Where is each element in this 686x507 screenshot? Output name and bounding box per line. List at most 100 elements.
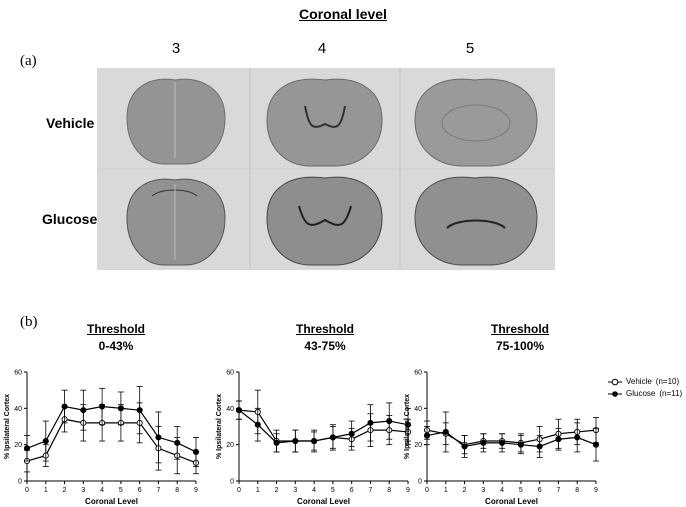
data-point bbox=[574, 434, 581, 441]
row-label-vehicle: Vehicle bbox=[46, 115, 95, 131]
series-line bbox=[238, 409, 409, 444]
y-tick-label: 60 bbox=[414, 370, 422, 377]
y-tick-label: 40 bbox=[414, 406, 422, 413]
x-tick-label: 6 bbox=[138, 487, 142, 494]
data-point bbox=[480, 439, 487, 446]
data-point bbox=[536, 443, 543, 450]
chart-threshold-75-100: 0 20 40 60 0 1 2 3 4 5 6 7 8 9 Coronal Level % Ipsilate… bbox=[404, 370, 600, 506]
x-tick-label: 0 bbox=[237, 487, 241, 494]
column-label-3: 3 bbox=[171, 40, 181, 57]
data-point bbox=[155, 434, 162, 441]
x-tick-label: 4 bbox=[100, 487, 104, 494]
x-tick-label: 2 bbox=[275, 487, 279, 494]
x-axis-label: Coronal Level bbox=[85, 497, 138, 506]
x-tick-label: 8 bbox=[175, 487, 179, 494]
y-tick-label: 20 bbox=[226, 442, 234, 449]
data-point bbox=[254, 421, 261, 428]
data-point bbox=[423, 432, 431, 439]
data-point bbox=[117, 405, 124, 412]
series-vehicle bbox=[23, 402, 200, 475]
brain-section-vehicle-4 bbox=[266, 78, 383, 167]
row-label-glucose: Glucose bbox=[42, 211, 98, 227]
legend-glucose-label: Glucose bbox=[626, 389, 656, 398]
x-axis-label: Coronal Level bbox=[485, 497, 538, 506]
y-tick-label: 40 bbox=[14, 406, 22, 413]
figure-heading: Coronal level bbox=[299, 6, 387, 22]
x-tick-label: 5 bbox=[119, 487, 123, 494]
legend-vehicle-label: Vehicle bbox=[626, 377, 652, 386]
x-tick-label: 0 bbox=[425, 487, 429, 494]
y-tick-label: 40 bbox=[226, 406, 234, 413]
data-point bbox=[311, 437, 318, 445]
x-tick-label: 4 bbox=[312, 487, 316, 494]
x-tick-label: 7 bbox=[156, 487, 160, 494]
data-point bbox=[99, 403, 106, 410]
y-axis-label: % Ipsilateral Cortex bbox=[404, 394, 411, 459]
data-point bbox=[592, 441, 600, 448]
data-point bbox=[499, 439, 506, 446]
y-tick-label: 20 bbox=[414, 442, 422, 449]
data-point bbox=[442, 428, 449, 435]
series-line bbox=[238, 409, 409, 442]
y-axis-label: % Ipsilateral Cortex bbox=[4, 394, 11, 459]
data-point bbox=[192, 448, 200, 455]
brain-sections-photo bbox=[97, 68, 555, 270]
x-tick-label: 2 bbox=[63, 487, 67, 494]
data-point bbox=[42, 437, 49, 445]
data-point bbox=[273, 439, 280, 446]
x-tick-label: 3 bbox=[481, 487, 485, 494]
data-point bbox=[404, 421, 412, 428]
brain-section-vehicle-5 bbox=[414, 78, 538, 167]
brain-section-glucose-4 bbox=[266, 176, 383, 266]
column-label-5: 5 bbox=[465, 40, 475, 57]
series-glucose bbox=[23, 386, 200, 467]
x-tick-label: 6 bbox=[350, 487, 354, 494]
y-tick-label: 0 bbox=[230, 479, 234, 486]
y-tick-label: 60 bbox=[14, 370, 22, 377]
x-tick-label: 5 bbox=[519, 487, 523, 494]
threshold-range-1: 0-43% bbox=[98, 339, 134, 353]
data-point bbox=[80, 407, 87, 414]
y-tick-label: 0 bbox=[418, 479, 422, 486]
data-point bbox=[174, 439, 181, 446]
brain-section-vehicle-3 bbox=[126, 78, 226, 165]
series-glucose bbox=[235, 400, 412, 453]
legend: Vehicle (n=10) Glucose (n=11) bbox=[608, 376, 682, 400]
data-point bbox=[386, 418, 393, 425]
threshold-title-1: Threshold bbox=[86, 322, 145, 336]
data-point bbox=[235, 407, 243, 414]
data-point bbox=[61, 403, 68, 410]
data-point bbox=[292, 437, 299, 445]
x-tick-label: 6 bbox=[538, 487, 542, 494]
x-tick-label: 9 bbox=[194, 487, 198, 494]
x-tick-label: 4 bbox=[500, 487, 504, 494]
x-tick-label: 2 bbox=[463, 487, 467, 494]
threshold-label-3: Threshold 75-100% bbox=[460, 321, 580, 355]
x-tick-label: 1 bbox=[44, 487, 48, 494]
series-line bbox=[26, 418, 197, 464]
threshold-label-2: Threshold 43-75% bbox=[265, 321, 385, 355]
x-tick-label: 7 bbox=[368, 487, 372, 494]
data-point bbox=[136, 407, 143, 414]
y-tick-label: 20 bbox=[14, 442, 22, 449]
x-tick-label: 1 bbox=[444, 487, 448, 494]
column-label-4: 4 bbox=[317, 40, 327, 57]
x-tick-label: 1 bbox=[256, 487, 260, 494]
chart-threshold-0-43: 0 20 40 60 0 1 2 3 4 5 6 7 8 9 Coronal Level % Ipsilate… bbox=[4, 370, 200, 506]
x-tick-label: 9 bbox=[594, 487, 598, 494]
legend-item-glucose: Glucose (n=11) bbox=[608, 388, 682, 400]
x-tick-label: 5 bbox=[331, 487, 335, 494]
threshold-title-2: Threshold bbox=[295, 322, 354, 336]
x-tick-label: 3 bbox=[293, 487, 297, 494]
x-tick-label: 0 bbox=[25, 487, 29, 494]
threshold-range-2: 43-75% bbox=[304, 339, 346, 353]
data-point bbox=[367, 419, 374, 426]
legend-item-vehicle: Vehicle (n=10) bbox=[608, 376, 682, 388]
threshold-title-3: Threshold bbox=[490, 322, 549, 336]
x-tick-label: 8 bbox=[387, 487, 391, 494]
y-tick-label: 60 bbox=[226, 370, 234, 377]
legend-glucose-n: (n=11) bbox=[659, 389, 683, 398]
data-point bbox=[348, 430, 355, 437]
data-point bbox=[517, 441, 524, 448]
y-axis-label: % Ipsilateral Cortex bbox=[216, 394, 223, 459]
